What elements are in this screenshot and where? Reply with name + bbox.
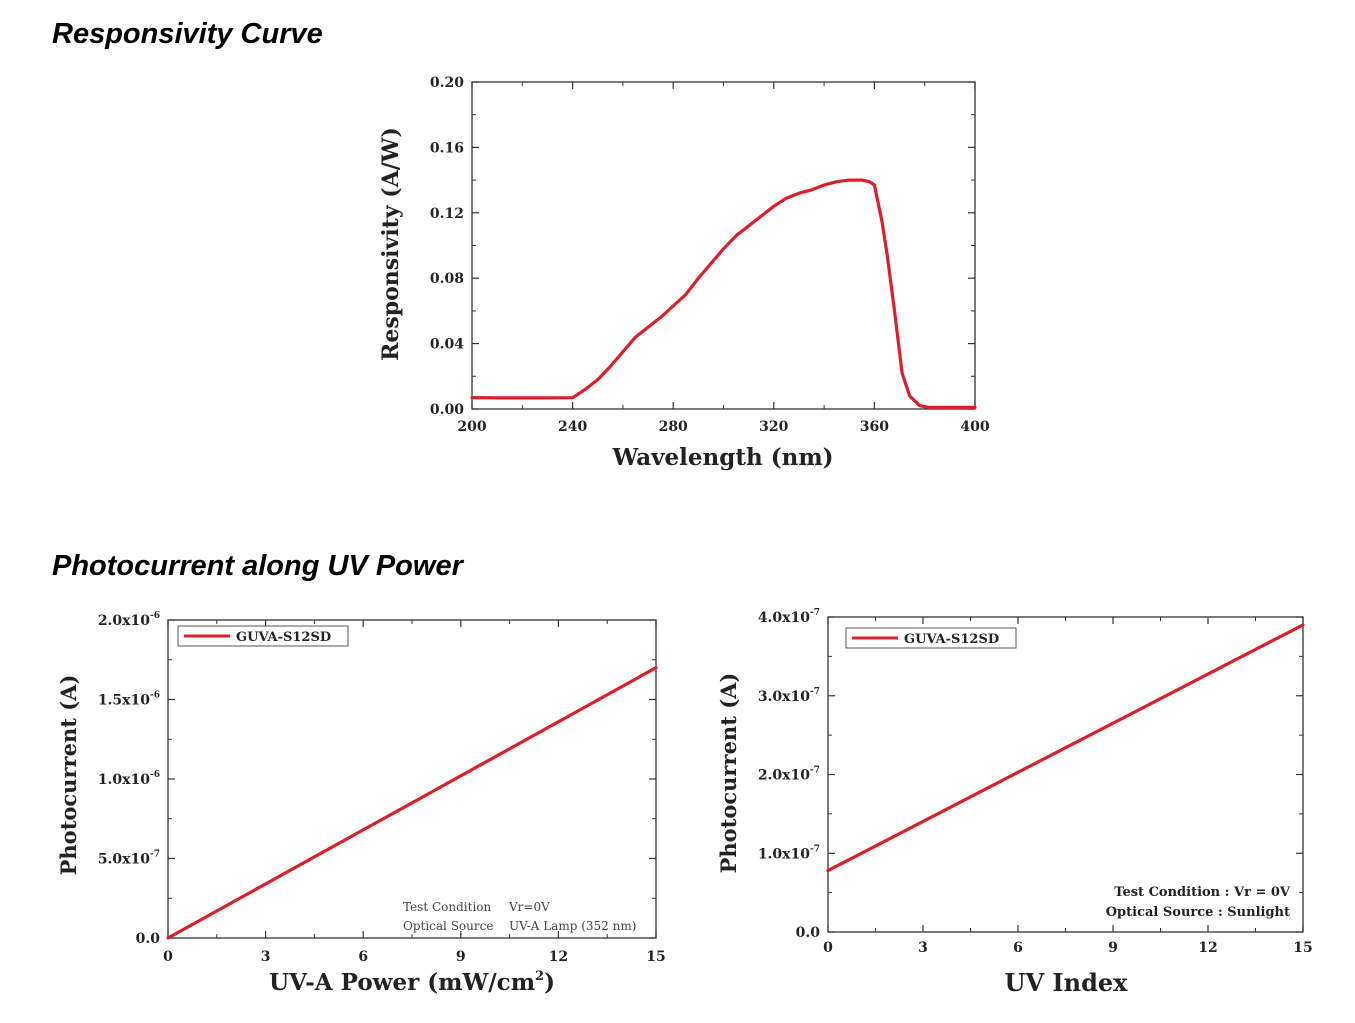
power-y-tick-label: 1.0x10-6 xyxy=(98,770,160,788)
responsivity-y-tick-label: 0.08 xyxy=(430,271,464,287)
power-y-tick-label: 1.5x10-6 xyxy=(98,691,160,709)
responsivity-curve-heading: Responsivity Curve xyxy=(52,18,323,50)
index-note-line-2: Optical Source : Sunlight xyxy=(1106,905,1290,920)
responsivity-x-tick-label: 360 xyxy=(860,419,889,435)
power-y-tick-label: 2.0x10-6 xyxy=(98,611,160,629)
power-x-axis-title-main: UV-A Power (mW/cm xyxy=(269,969,535,996)
power-series-line-0 xyxy=(166,666,658,940)
photocurrent-uv-index-chart-marks: 0 3 6 9 12 15 0.0 1.0x10-7 2.0x10-7 3.0x10-7 4.0x1… xyxy=(758,608,1313,956)
power-x-axis-title: UV-A Power (mW/cm2) xyxy=(269,969,555,996)
index-x-tick-label: 0 xyxy=(823,940,833,956)
index-y-axis-title: Photocurrent (A) xyxy=(716,673,741,874)
responsivity-x-tick-label: 280 xyxy=(659,419,688,435)
responsivity-series-line-0 xyxy=(470,178,977,409)
index-x-axis-title: UV Index xyxy=(1005,968,1129,997)
index-x-tick-label: 6 xyxy=(1013,940,1023,956)
index-legend-label: GUVA-S12SD xyxy=(904,632,999,647)
power-y-tick-label: 0.0 xyxy=(136,931,161,947)
index-x-tick-label: 9 xyxy=(1108,940,1118,956)
power-y-axis-title: Photocurrent (A) xyxy=(56,675,81,876)
responsivity-x-tick-label: 320 xyxy=(759,419,788,435)
responsivity-y-tick-label: 0.00 xyxy=(430,402,464,418)
index-y-tick-label: 2.0x10-7 xyxy=(758,766,820,784)
responsivity-x-tick-label: 200 xyxy=(457,419,486,435)
index-series-line-0 xyxy=(826,623,1305,873)
index-y-tick-label: 3.0x10-7 xyxy=(758,687,820,705)
photocurrent-heading: Photocurrent along UV Power xyxy=(52,550,463,582)
power-x-tick-label: 0 xyxy=(163,949,173,965)
power-x-tick-label: 15 xyxy=(646,949,665,965)
responsivity-y-tick-label: 0.04 xyxy=(430,337,464,353)
responsivity-x-axis-title: Wavelength (nm) xyxy=(611,444,833,471)
power-y-tick-label: 5.0x10-7 xyxy=(98,850,160,868)
index-y-tick-label: 1.0x10-7 xyxy=(758,844,820,862)
index-y-tick-label: 0.0 xyxy=(796,925,821,941)
power-note-value-2: UV-A Lamp (352 nm) xyxy=(509,919,636,933)
power-legend-box xyxy=(177,625,349,647)
power-note-value-1: Vr=0V xyxy=(508,900,550,914)
index-x-tick-label: 3 xyxy=(918,940,928,956)
responsivity-y-tick-label: 0.12 xyxy=(430,206,464,222)
power-note-label-1: Test Condition xyxy=(403,900,492,914)
power-note-label-2: Optical Source xyxy=(403,919,493,933)
power-x-tick-label: 12 xyxy=(549,949,568,965)
responsivity-x-tick-label: 400 xyxy=(960,419,989,435)
power-legend-label: GUVA-S12SD xyxy=(236,630,331,645)
responsivity-x-tick-label: 240 xyxy=(558,419,587,435)
index-legend-box xyxy=(845,627,1017,649)
power-x-tick-label: 9 xyxy=(456,949,466,965)
photocurrent-power-chart-marks: 0 3 6 9 12 15 0.0 5.0x10-7 1.0x10-6 1.5x10-6 2.0x1… xyxy=(98,611,666,965)
index-x-tick-label: 12 xyxy=(1198,940,1217,956)
index-note-line-1: Test Condition : Vr = 0V xyxy=(1114,885,1291,900)
power-x-tick-label: 3 xyxy=(261,949,271,965)
power-x-axis-title-end: ) xyxy=(544,969,555,996)
power-x-axis-title-sup: 2 xyxy=(535,969,544,984)
responsivity-y-axis-title: Responsivity (A/W) xyxy=(378,127,404,361)
responsivity-chart-marks: 200 240 280 320 360 400 0.00 0.04 0.08 0.12 0.16 0.… xyxy=(430,75,990,435)
responsivity-y-tick-label: 0.16 xyxy=(430,140,464,156)
index-y-tick-label: 4.0x10-7 xyxy=(758,608,820,626)
power-x-tick-label: 6 xyxy=(358,949,368,965)
index-x-tick-label: 15 xyxy=(1293,940,1312,956)
responsivity-y-tick-label: 0.20 xyxy=(430,75,464,91)
